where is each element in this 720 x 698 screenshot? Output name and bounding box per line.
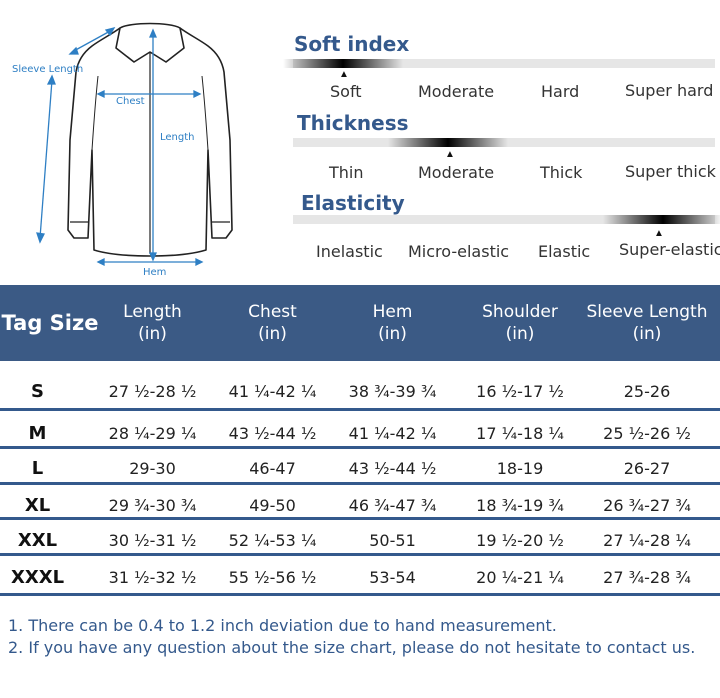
measurement-cell: 16 ½-17 ½ (476, 381, 564, 401)
measurement-cell: 46 ¾-47 ¾ (348, 495, 437, 515)
header-tag-size: Tag Size (1, 311, 99, 335)
table-row: M 28 ¼-29 ¼ 43 ½-44 ½ 41 ¼-42 ¼ 17 ¼-18 ¼ 25 … (0, 415, 720, 451)
thickness-option: Moderate (418, 163, 495, 182)
elasticity-scale (293, 215, 720, 224)
measurement-cell: 38 ¾-39 ¾ (348, 381, 437, 401)
size-label-cell: XXL (17, 529, 58, 551)
measurement-cell: 27 ½-28 ½ (108, 381, 197, 401)
measurement-cell: 17 ¼-18 ¼ (476, 423, 564, 443)
measurement-cell: 53-54 (369, 567, 416, 587)
thickness-marker: ▲ (445, 149, 455, 160)
elasticity-option: Inelastic (316, 242, 383, 261)
measurement-cell: 18 ¾-19 ¾ (476, 495, 564, 515)
shirt-collar (115, 22, 185, 63)
header-chest: Chest (in) (248, 302, 297, 344)
header-hem: Hem (in) (372, 302, 413, 344)
measurement-cell: 29-30 (129, 458, 176, 478)
measurement-cell: 52 ¼-53 ¼ (228, 530, 317, 550)
note-measurement: 1. There can be 0.4 to 1.2 inch deviatio… (8, 616, 557, 635)
label-sleeve-length: Sleeve Length (12, 64, 83, 75)
measurement-cell: 18-19 (496, 458, 544, 478)
row-divider (0, 446, 720, 449)
label-chest: Chest (116, 96, 145, 107)
soft-index-option: Moderate (418, 82, 495, 101)
elasticity-option: Super-elastic (619, 240, 720, 259)
measurement-cell: 26 ¾-27 ¾ (603, 495, 691, 515)
measurement-cell: 27 ¼-28 ¼ (603, 530, 691, 550)
measurement-cell: 49-50 (249, 495, 296, 515)
row-divider (0, 517, 720, 520)
table-row: S 27 ½-28 ½ 41 ¼-42 ¼ 38 ¾-39 ¾ 16 ½-17 ½ 25-… (0, 373, 720, 409)
table-row: XL 29 ¾-30 ¾ 49-50 46 ¾-47 ¾ 18 ¾-19 ¾ 26 ¾-2… (0, 487, 720, 523)
measurement-cell: 30 ½-31 ½ (108, 530, 197, 550)
measurement-cell: 50-51 (369, 530, 416, 550)
measurement-cell: 20 ¼-21 ¼ (476, 567, 564, 587)
measurement-cell: 29 ¾-30 ¾ (108, 495, 197, 515)
soft-index-option: Soft (330, 82, 362, 101)
measurement-cell: 25 ½-26 ½ (603, 423, 691, 443)
soft-index-option: Super hard (625, 81, 714, 100)
header-sleeve-length: Sleeve Length (in) (586, 302, 708, 344)
measurement-cell: 19 ½-20 ½ (476, 530, 564, 550)
shirt-measurement-diagram: Sleeve Length Chest Length Hem (12, 22, 233, 278)
row-divider (0, 593, 720, 596)
measurement-cell: 46-47 (249, 458, 296, 478)
soft-index-scale (283, 59, 715, 68)
table-row: XXL 30 ½-31 ½ 52 ¼-53 ¼ 50-51 19 ½-20 ½ 27 ¼-… (0, 522, 720, 558)
row-divider (0, 482, 720, 485)
measurement-cell: 41 ¼-42 ¼ (348, 423, 437, 443)
table-row: L 29-30 46-47 43 ½-44 ½ 18-19 26-27 (0, 450, 720, 486)
measurement-cell: 55 ½-56 ½ (228, 567, 317, 587)
table-row: XXXL 31 ½-32 ½ 55 ½-56 ½ 53-54 20 ¼-21 ¼ 27 ¾… (0, 559, 720, 595)
thickness-option: Thick (540, 163, 583, 182)
thickness-title: Thickness (297, 111, 409, 135)
row-divider (0, 553, 720, 556)
measurement-cell: 43 ½-44 ½ (228, 423, 317, 443)
thickness-option: Thin (329, 163, 364, 182)
header-length: Length (in) (123, 302, 182, 344)
measurement-cell: 31 ½-32 ½ (108, 567, 197, 587)
size-label-cell: XXXL (10, 566, 65, 588)
label-hem: Hem (143, 267, 166, 278)
measurement-cell: 43 ½-44 ½ (348, 458, 437, 478)
size-table-header: Tag Size Length (in) Chest (in) Hem (in) Sh… (0, 285, 720, 361)
row-divider (0, 408, 720, 411)
elasticity-title: Elasticity (301, 191, 405, 215)
label-length: Length (160, 132, 195, 143)
measurement-cell: 26-27 (623, 458, 671, 478)
header-shoulder: Shoulder (in) (482, 302, 558, 344)
elasticity-option: Micro-elastic (408, 242, 510, 261)
size-label-cell: M (28, 422, 47, 444)
size-label-cell: L (31, 457, 44, 479)
elasticity-option: Elastic (538, 242, 591, 261)
soft-index-title: Soft index (294, 32, 410, 56)
elasticity-marker: ▲ (654, 228, 664, 239)
measurement-cell: 27 ¾-28 ¾ (603, 567, 691, 587)
size-label-cell: XL (24, 494, 51, 516)
thickness-option: Super thick (625, 162, 716, 181)
measurement-cell: 25-26 (623, 381, 671, 401)
soft-index-option: Hard (541, 82, 580, 101)
thickness-scale (293, 138, 715, 147)
note-contact: 2. If you have any question about the si… (8, 638, 696, 657)
measurement-cell: 28 ¼-29 ¼ (108, 423, 197, 443)
measurement-cell: 41 ¼-42 ¼ (228, 381, 317, 401)
soft-index-marker: ▲ (339, 69, 349, 80)
size-label-cell: S (31, 380, 44, 402)
